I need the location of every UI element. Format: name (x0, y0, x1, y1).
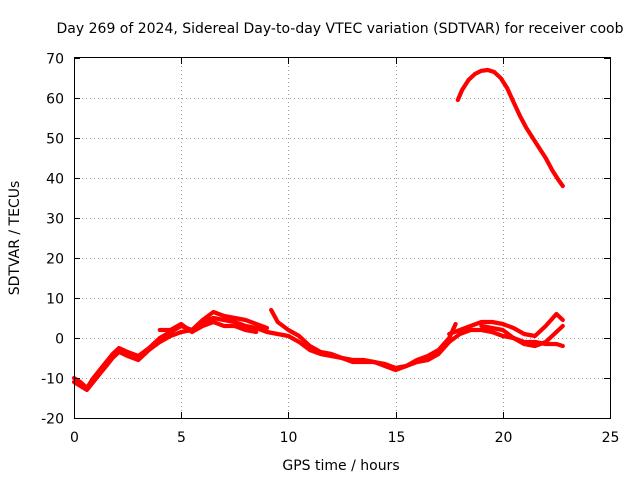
y-tick-label: 30 (46, 212, 64, 228)
x-tick-label: 10 (280, 430, 298, 446)
x-tick-label: 5 (177, 430, 186, 446)
y-tick-label: 40 (46, 172, 64, 188)
series-line-trace-3 (157, 319, 259, 335)
y-tick-label: 10 (46, 292, 64, 308)
x-tick-label: 20 (495, 430, 513, 446)
y-tick-label: -10 (41, 372, 64, 388)
x-axis-label: GPS time / hours (282, 458, 399, 474)
x-tick-labels: 0 5 10 15 20 25 (70, 430, 619, 446)
series-line-trace-6 (479, 323, 565, 349)
y-tick-label: 70 (46, 52, 64, 68)
y-tick-label: 50 (46, 132, 64, 148)
y-tick-labels: -20 -10 0 10 20 30 40 50 60 70 (41, 52, 64, 428)
series-line-trace-1 (71, 315, 565, 393)
axis-ticks (74, 58, 611, 419)
series-line-trace-2 (71, 309, 270, 391)
plot-frame (74, 57, 611, 419)
y-tick-label: 0 (55, 332, 64, 348)
y-tick-label: 60 (46, 92, 64, 108)
y-axis-label: SDTVAR / TECUs (7, 181, 23, 296)
x-tick-label: 15 (388, 430, 406, 446)
grid (74, 58, 610, 418)
x-tick-label: 0 (70, 430, 79, 446)
series-line-trace-7 (455, 67, 565, 189)
series-line-trace-5 (447, 311, 565, 339)
y-tick-label: 20 (46, 252, 64, 268)
chart-title: Day 269 of 2024, Sidereal Day-to-day VTE… (57, 21, 624, 37)
x-tick-label: 25 (602, 430, 620, 446)
series-line-trace-4 (269, 307, 458, 371)
series-group (71, 67, 565, 393)
y-tick-label: -20 (41, 412, 64, 428)
